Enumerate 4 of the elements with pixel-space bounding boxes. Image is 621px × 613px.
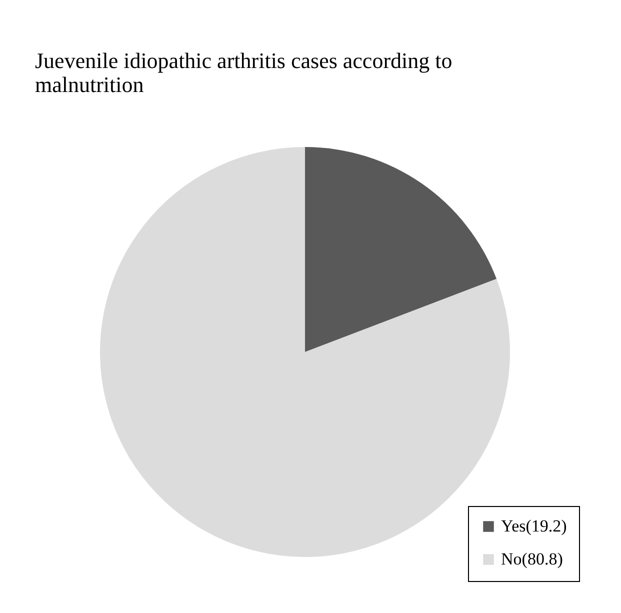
legend-label: No(80.8) <box>501 550 563 568</box>
legend-label: Yes(19.2) <box>501 516 567 536</box>
chart-title: Juevenile idiopathic arthritis cases according to malnutrition <box>35 48 452 97</box>
pie-slice <box>305 147 497 352</box>
